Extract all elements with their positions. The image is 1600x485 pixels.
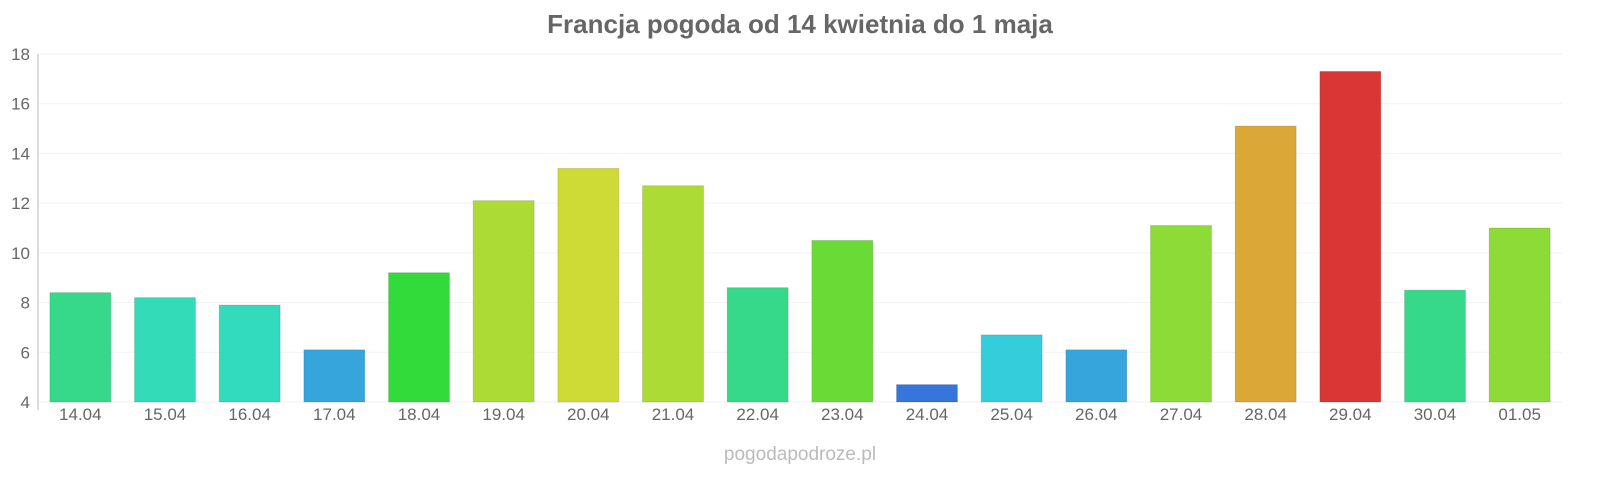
x-tick-label: 21.04 (652, 405, 695, 424)
y-tick-label: 10 (11, 244, 30, 263)
bar-29.04 (1319, 70, 1382, 403)
bar-23.04 (811, 239, 874, 403)
bar-28.04 (1234, 125, 1297, 403)
bar-30.04 (1404, 289, 1466, 403)
bar-27.04 (1150, 225, 1212, 403)
bar-15.04 (134, 297, 196, 403)
watermark: pogodapodroze.pl (724, 444, 876, 465)
x-tick-label: 17.04 (313, 405, 356, 424)
x-tick-label: 14.04 (59, 405, 102, 424)
x-tick-label: 16.04 (228, 405, 271, 424)
bar-21.04 (642, 185, 704, 403)
x-tick-label: 23.04 (821, 405, 864, 424)
bar-26.04 (1065, 349, 1128, 403)
x-tick-label: 18.04 (398, 405, 441, 424)
x-tick-label: 19.04 (482, 405, 525, 424)
x-tick-label: 28.04 (1244, 405, 1287, 424)
x-tick-label: 27.04 (1160, 405, 1203, 424)
bar-17.04 (303, 349, 366, 403)
x-tick-label: 01.05 (1498, 405, 1541, 424)
x-tick-label: 22.04 (736, 405, 779, 424)
x-tick-label: 26.04 (1075, 405, 1118, 424)
bar-22.04 (726, 287, 789, 403)
y-tick-label: 12 (11, 194, 30, 213)
y-tick-label: 18 (11, 45, 30, 64)
chart-title: Francja pogoda od 14 kwietnia do 1 maja (547, 9, 1053, 39)
bar-20.04 (557, 167, 620, 403)
x-tick-label: 20.04 (567, 405, 610, 424)
bar-18.04 (388, 272, 450, 403)
bar-14.04 (49, 292, 112, 403)
x-tick-label: 15.04 (144, 405, 187, 424)
y-tick-label: 6 (21, 343, 30, 362)
bar-16.04 (218, 304, 281, 403)
y-tick-label: 14 (11, 144, 30, 163)
y-tick-label: 16 (11, 95, 30, 114)
bar-01.05 (1488, 227, 1551, 403)
bar-24.04 (896, 384, 958, 403)
x-tick-label: 25.04 (990, 405, 1033, 424)
x-tick-label: 24.04 (906, 405, 949, 424)
y-tick-label: 8 (21, 294, 30, 313)
x-tick-label: 30.04 (1414, 405, 1457, 424)
bar-19.04 (472, 200, 535, 403)
x-tick-label: 29.04 (1329, 405, 1372, 424)
y-tick-label: 4 (21, 393, 30, 412)
bar-25.04 (980, 334, 1043, 403)
